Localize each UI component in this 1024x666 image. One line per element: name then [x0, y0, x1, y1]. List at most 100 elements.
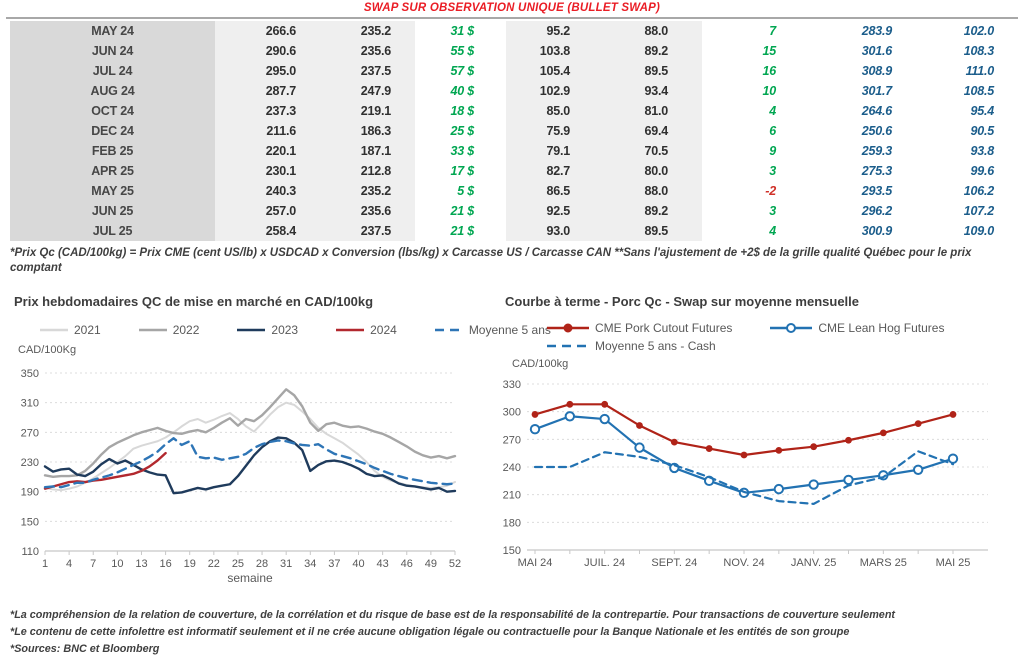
- value-cell: 93.0: [506, 221, 600, 241]
- value-cell: 300.9: [800, 221, 910, 241]
- svg-text:150: 150: [503, 545, 521, 557]
- value-cell: 21 $: [415, 201, 506, 221]
- table-row: MAY 24 266.6 235.2 31 $95.2 88.0 7 283.9 102.0: [10, 21, 1014, 41]
- value-cell: 107.2: [910, 201, 1014, 221]
- svg-text:semaine: semaine: [227, 571, 273, 585]
- table-row: FEB 25 220.1 187.1 33 $79.1 70.5 9 259.3 93.8: [10, 141, 1014, 161]
- value-cell: 235.2: [310, 181, 415, 201]
- forward-curve-legend: CME Pork Cutout Futures CME Lean Hog Futu…: [545, 321, 944, 353]
- value-cell: 16: [702, 61, 800, 81]
- value-cell: 235.6: [310, 201, 415, 221]
- month-cell: MAY 24: [10, 21, 215, 41]
- value-cell: 31 $: [415, 21, 506, 41]
- svg-text:7: 7: [90, 558, 96, 570]
- value-cell: 212.8: [310, 161, 415, 181]
- svg-text:4: 4: [66, 558, 72, 570]
- value-cell: 258.4: [215, 221, 310, 241]
- legend-label: 2024: [370, 323, 397, 337]
- value-cell: 95.4: [910, 101, 1014, 121]
- value-cell: 295.0: [215, 61, 310, 81]
- value-cell: 10: [702, 81, 800, 101]
- value-cell: 89.5: [600, 221, 702, 241]
- value-cell: 235.2: [310, 21, 415, 41]
- value-cell: 4: [702, 221, 800, 241]
- legend-label: CME Pork Cutout Futures: [595, 321, 733, 335]
- value-cell: 237.5: [310, 61, 415, 81]
- value-cell: 103.8: [506, 41, 600, 61]
- value-cell: 235.6: [310, 41, 415, 61]
- svg-text:25: 25: [232, 558, 244, 570]
- svg-text:350: 350: [21, 368, 39, 380]
- disclaimer-line: *Le contenu de cette infolettre est info…: [10, 626, 850, 639]
- month-cell: MAY 25: [10, 181, 215, 201]
- value-cell: 75.9: [506, 121, 600, 141]
- table-row: MAY 25 240.3 235.2 5 $86.5 88.0 -2 293.5 106.2: [10, 181, 1014, 201]
- value-cell: 247.9: [310, 81, 415, 101]
- legend-swatch: [547, 323, 589, 333]
- value-cell: 257.0: [215, 201, 310, 221]
- month-cell: JUN 25: [10, 201, 215, 221]
- month-cell: DEC 24: [10, 121, 215, 141]
- value-cell: 99.6: [910, 161, 1014, 181]
- forward-curve-chart: 150 180 210 240 270 300 330 MAI 24 JUIL. 24 SEPT.…: [503, 379, 988, 569]
- svg-text:270: 270: [21, 427, 39, 439]
- legend-swatch: [547, 344, 589, 348]
- legend-swatch: [40, 328, 68, 332]
- value-cell: 259.3: [800, 141, 910, 161]
- svg-text:270: 270: [503, 434, 521, 446]
- legend-swatch: [336, 328, 365, 332]
- value-cell: 81.0: [600, 101, 702, 121]
- svg-text:MARS 25: MARS 25: [860, 557, 907, 569]
- svg-text:10: 10: [111, 558, 123, 570]
- legend-swatch: [770, 323, 813, 333]
- legend-item: CME Pork Cutout Futures: [545, 321, 732, 335]
- svg-text:JUIL. 24: JUIL. 24: [584, 557, 625, 569]
- legend-swatch: [138, 328, 167, 332]
- svg-text:1: 1: [42, 558, 48, 570]
- value-cell: 15: [702, 41, 800, 61]
- value-cell: 240.3: [215, 181, 310, 201]
- value-cell: 89.2: [600, 201, 702, 221]
- svg-text:180: 180: [503, 517, 521, 529]
- month-cell: JUL 25: [10, 221, 215, 241]
- value-cell: 108.5: [910, 81, 1014, 101]
- value-cell: 106.2: [910, 181, 1014, 201]
- value-cell: 301.6: [800, 41, 910, 61]
- value-cell: 93.4: [600, 81, 702, 101]
- svg-text:300: 300: [503, 407, 521, 419]
- value-cell: 109.0: [910, 221, 1014, 241]
- svg-text:310: 310: [21, 398, 39, 410]
- legend-item: CME Lean Hog Futures: [768, 321, 944, 335]
- table-row: AUG 24 287.7 247.9 40 $102.9 93.4 10 301.7 108.…: [10, 81, 1014, 101]
- value-cell: 220.1: [215, 141, 310, 161]
- svg-text:NOV. 24: NOV. 24: [723, 557, 764, 569]
- table-row: DEC 24 211.6 186.3 25 $75.9 69.4 6 250.6 90.5: [10, 121, 1014, 141]
- value-cell: 6: [702, 121, 800, 141]
- value-cell: 89.2: [600, 41, 702, 61]
- value-cell: 287.7: [215, 81, 310, 101]
- sources-line: *Sources: BNC et Bloomberg: [10, 643, 160, 656]
- value-cell: 7: [702, 21, 800, 41]
- value-cell: 111.0: [910, 61, 1014, 81]
- weekly-chart-title: Prix hebdomadaires QC de mise en marché …: [14, 294, 374, 309]
- value-cell: 21 $: [415, 221, 506, 241]
- legend-item: 2021: [38, 323, 101, 337]
- forward-curve-title: Courbe à terme - Porc Qc - Swap sur moye…: [505, 294, 859, 309]
- value-cell: 230.1: [215, 161, 310, 181]
- value-cell: 92.5: [506, 201, 600, 221]
- month-cell: JUN 24: [10, 41, 215, 61]
- table-footnote: *Prix Qc (CAD/100kg) = Prix CME (cent US…: [10, 247, 972, 274]
- legend-label: 2021: [74, 323, 101, 337]
- forward-curve-y-unit: CAD/100kg: [512, 358, 569, 370]
- value-cell: 89.5: [600, 61, 702, 81]
- value-cell: 82.7: [506, 161, 600, 181]
- value-cell: 3: [702, 201, 800, 221]
- value-cell: 237.5: [310, 221, 415, 241]
- value-cell: 186.3: [310, 121, 415, 141]
- value-cell: 3: [702, 161, 800, 181]
- legend-item: 2022: [137, 323, 199, 337]
- month-cell: AUG 24: [10, 81, 215, 101]
- value-cell: 301.7: [800, 81, 910, 101]
- weekly-chart-legend: 2021 2022 2023 2024 Moyenne 5 ans: [38, 323, 551, 337]
- svg-text:19: 19: [184, 558, 196, 570]
